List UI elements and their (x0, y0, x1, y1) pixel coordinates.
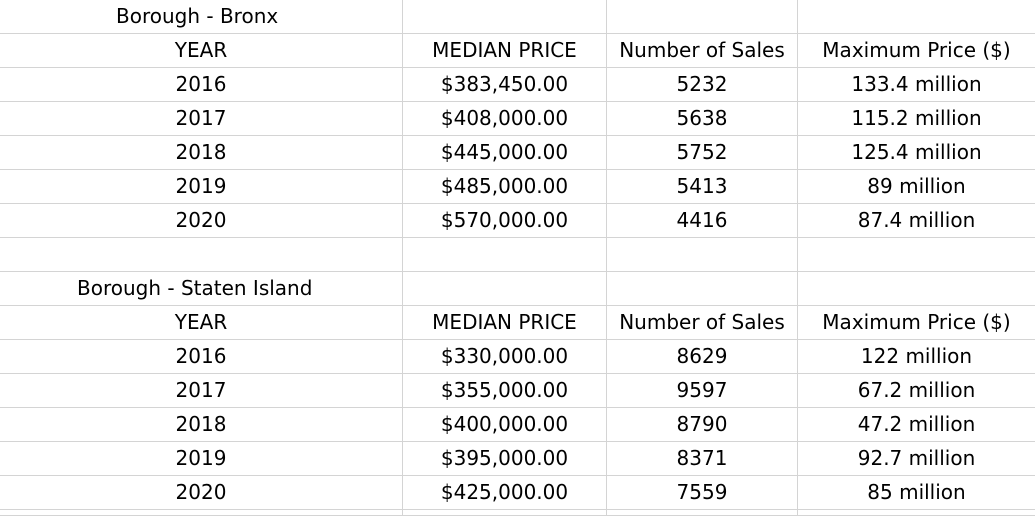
table-row-max[interactable]: 122 million (798, 340, 1035, 374)
empty-cell[interactable] (403, 272, 607, 306)
table-row-median[interactable]: $330,000.00 (403, 340, 607, 374)
header-year[interactable]: YEAR (0, 306, 403, 340)
table-row-max[interactable]: 47.2 million (798, 408, 1035, 442)
table-row-sales[interactable]: 9597 (607, 374, 798, 408)
table-row-sales[interactable]: 7559 (607, 476, 798, 510)
table-row-year[interactable]: 2016 (0, 68, 403, 102)
table-row-sales[interactable]: 5752 (607, 136, 798, 170)
table-row-sales[interactable]: 5232 (607, 68, 798, 102)
table-row-max[interactable]: 125.4 million (798, 136, 1035, 170)
empty-cell[interactable] (607, 272, 798, 306)
table-row-median[interactable]: $400,000.00 (403, 408, 607, 442)
header-number-of-sales[interactable]: Number of Sales (607, 34, 798, 68)
empty-cell[interactable] (0, 510, 403, 516)
empty-cell[interactable] (798, 0, 1035, 34)
table-row-max[interactable]: 67.2 million (798, 374, 1035, 408)
table-row-sales[interactable]: 5413 (607, 170, 798, 204)
table-row-max[interactable]: 87.4 million (798, 204, 1035, 238)
table-row-sales[interactable]: 5638 (607, 102, 798, 136)
table-row-sales[interactable]: 8629 (607, 340, 798, 374)
empty-cell[interactable] (607, 510, 798, 516)
empty-cell[interactable] (403, 238, 607, 272)
empty-cell[interactable] (403, 510, 607, 516)
header-maximum-price[interactable]: Maximum Price ($) (798, 34, 1035, 68)
table-row-year[interactable]: 2016 (0, 340, 403, 374)
table-row-median[interactable]: $425,000.00 (403, 476, 607, 510)
empty-cell[interactable] (798, 272, 1035, 306)
header-number-of-sales[interactable]: Number of Sales (607, 306, 798, 340)
table-title-bronx[interactable]: Borough - Bronx (0, 0, 403, 34)
table-row-sales[interactable]: 4416 (607, 204, 798, 238)
empty-cell[interactable] (798, 238, 1035, 272)
table-row-median[interactable]: $570,000.00 (403, 204, 607, 238)
table-row-max[interactable]: 85 million (798, 476, 1035, 510)
header-median-price[interactable]: MEDIAN PRICE (403, 306, 607, 340)
table-row-median[interactable]: $355,000.00 (403, 374, 607, 408)
header-median-price[interactable]: MEDIAN PRICE (403, 34, 607, 68)
header-year[interactable]: YEAR (0, 34, 403, 68)
table-row-sales[interactable]: 8790 (607, 408, 798, 442)
table-row-year[interactable]: 2020 (0, 204, 403, 238)
table-row-year[interactable]: 2018 (0, 136, 403, 170)
empty-cell[interactable] (0, 238, 403, 272)
table-row-sales[interactable]: 8371 (607, 442, 798, 476)
empty-cell[interactable] (607, 0, 798, 34)
table-row-median[interactable]: $445,000.00 (403, 136, 607, 170)
empty-cell[interactable] (403, 0, 607, 34)
table-title-staten-island[interactable]: Borough - Staten Island (0, 272, 403, 306)
header-maximum-price[interactable]: Maximum Price ($) (798, 306, 1035, 340)
table-row-median[interactable]: $485,000.00 (403, 170, 607, 204)
table-row-year[interactable]: 2020 (0, 476, 403, 510)
table-row-max[interactable]: 92.7 million (798, 442, 1035, 476)
table-row-median[interactable]: $408,000.00 (403, 102, 607, 136)
table-row-year[interactable]: 2018 (0, 408, 403, 442)
table-row-max[interactable]: 115.2 million (798, 102, 1035, 136)
table-row-year[interactable]: 2017 (0, 102, 403, 136)
empty-cell[interactable] (798, 510, 1035, 516)
table-row-max[interactable]: 89 million (798, 170, 1035, 204)
table-row-median[interactable]: $383,450.00 (403, 68, 607, 102)
table-row-median[interactable]: $395,000.00 (403, 442, 607, 476)
empty-cell[interactable] (607, 238, 798, 272)
table-row-year[interactable]: 2019 (0, 170, 403, 204)
table-row-max[interactable]: 133.4 million (798, 68, 1035, 102)
table-row-year[interactable]: 2017 (0, 374, 403, 408)
table-row-year[interactable]: 2019 (0, 442, 403, 476)
